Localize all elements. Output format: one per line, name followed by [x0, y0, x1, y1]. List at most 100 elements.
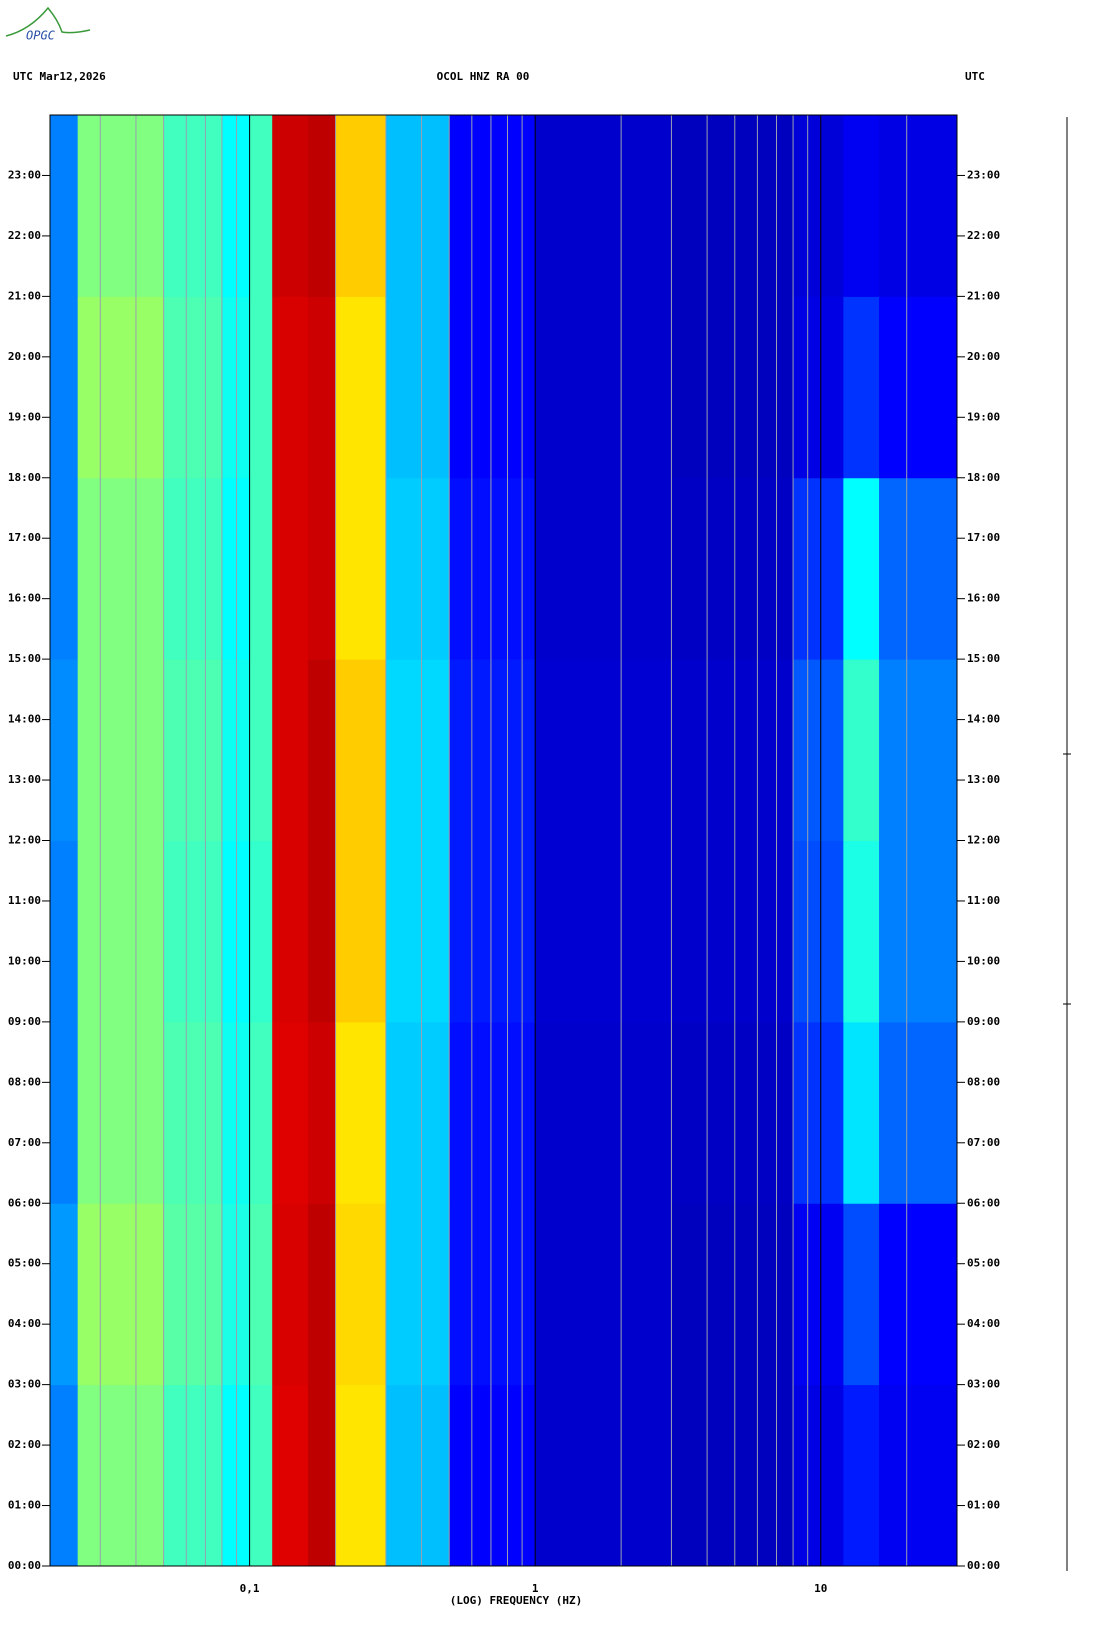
heat-cell: [449, 1384, 536, 1567]
heat-cell: [335, 477, 387, 660]
heat-cell: [385, 1384, 450, 1567]
heat-cell: [307, 1021, 337, 1204]
heat-cell: [77, 659, 165, 841]
heat-cell: [879, 296, 958, 479]
y-tick-label: 10:00: [8, 954, 41, 967]
heat-cell: [335, 1021, 387, 1204]
heat-cell: [449, 840, 536, 1023]
heat-cell: [163, 477, 223, 660]
heat-cell: [50, 1384, 79, 1567]
y-tick-label: 00:00: [967, 1559, 1000, 1572]
heat-cell: [163, 1203, 223, 1386]
heat-cell: [843, 659, 880, 841]
heat-cell: [307, 296, 337, 479]
x-axis-label: (LOG) FREQUENCY (HZ): [450, 1594, 582, 1607]
heat-cell: [335, 296, 387, 479]
heat-cell: [535, 1203, 672, 1386]
heat-cell: [793, 296, 844, 479]
heat-cell: [163, 840, 223, 1023]
heat-cell: [385, 115, 450, 297]
heat-cell: [879, 1203, 958, 1386]
heat-cell: [385, 840, 450, 1023]
heat-cell: [793, 1203, 844, 1386]
y-tick-label: 23:00: [967, 168, 1000, 181]
heat-cell: [249, 659, 273, 841]
x-tick-label: 10: [814, 1582, 827, 1595]
heat-cell: [249, 1384, 273, 1567]
heat-cell: [843, 477, 880, 660]
heat-cell: [879, 840, 958, 1023]
heat-cell: [449, 115, 536, 297]
heat-cell: [221, 296, 251, 479]
heat-cell: [335, 1203, 387, 1386]
heat-cell: [671, 1021, 794, 1204]
y-tick-label: 21:00: [967, 289, 1000, 302]
heat-cell: [163, 1384, 223, 1567]
y-tick-label: 06:00: [8, 1196, 41, 1209]
heat-cell: [221, 1203, 251, 1386]
heat-cell: [221, 1021, 251, 1204]
heat-cell: [221, 840, 251, 1023]
heat-cell: [449, 296, 536, 479]
y-tick-label: 12:00: [967, 834, 1000, 847]
heat-cell: [879, 659, 958, 841]
y-tick-label: 12:00: [8, 834, 41, 847]
heat-cell: [335, 115, 387, 297]
y-tick-label: 02:00: [8, 1438, 41, 1451]
y-tick-label: 06:00: [967, 1196, 1000, 1209]
heat-cell: [307, 1384, 337, 1567]
heat-cell: [50, 659, 79, 841]
heat-cell: [50, 1021, 79, 1204]
heat-cell: [843, 1203, 880, 1386]
heat-cell: [385, 477, 450, 660]
heat-cell: [449, 477, 536, 660]
heat-cell: [843, 296, 880, 479]
heat-cell: [449, 1021, 536, 1204]
heat-cell: [307, 115, 337, 297]
heat-cell: [879, 115, 958, 297]
heat-cell: [249, 1203, 273, 1386]
x-tick-label: 0,1: [240, 1582, 260, 1595]
y-tick-label: 19:00: [8, 410, 41, 423]
y-tick-label: 07:00: [967, 1136, 1000, 1149]
y-tick-label: 04:00: [8, 1317, 41, 1330]
heat-cell: [307, 1203, 337, 1386]
heat-cell: [335, 659, 387, 841]
x-tick-label: 1: [532, 1582, 539, 1595]
heat-cell: [335, 1384, 387, 1567]
y-tick-label: 19:00: [967, 410, 1000, 423]
heat-cell: [879, 1384, 958, 1567]
heat-cell: [449, 1203, 536, 1386]
y-tick-label: 09:00: [8, 1015, 41, 1028]
heat-cell: [77, 840, 165, 1023]
heat-cell: [843, 1021, 880, 1204]
heat-cell: [272, 296, 309, 479]
heat-cell: [50, 477, 79, 660]
y-tick-label: 05:00: [8, 1257, 41, 1270]
heat-cell: [272, 477, 309, 660]
heat-cell: [272, 1203, 309, 1386]
heat-cell: [77, 296, 165, 479]
y-tick-label: 03:00: [967, 1378, 1000, 1391]
y-tick-label: 23:00: [8, 168, 41, 181]
heat-cell: [793, 659, 844, 841]
y-tick-label: 21:00: [8, 289, 41, 302]
y-tick-label: 00:00: [8, 1559, 41, 1572]
y-tick-label: 13:00: [8, 773, 41, 786]
heat-cell: [50, 115, 79, 297]
heat-cell: [535, 1021, 672, 1204]
y-tick-label: 17:00: [967, 531, 1000, 544]
heat-cell: [671, 296, 794, 479]
heat-cell: [843, 1384, 880, 1567]
heat-cell: [385, 659, 450, 841]
logo: OPGC: [26, 29, 56, 43]
heat-cell: [879, 477, 958, 660]
y-tick-label: 11:00: [8, 894, 41, 907]
y-tick-label: 01:00: [967, 1499, 1000, 1512]
heat-cell: [879, 1021, 958, 1204]
heat-cell: [793, 477, 844, 660]
y-tick-label: 01:00: [8, 1499, 41, 1512]
y-tick-label: 02:00: [967, 1438, 1000, 1451]
heat-cell: [221, 115, 251, 297]
y-tick-label: 16:00: [8, 592, 41, 605]
